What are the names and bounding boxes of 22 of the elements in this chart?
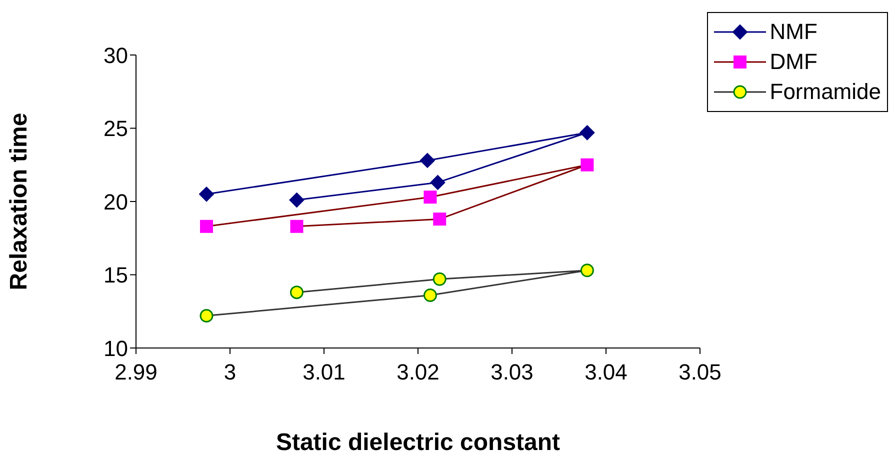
legend-label: NMF	[770, 19, 818, 45]
legend-label: DMF	[770, 49, 818, 75]
x-tick-label: 3.02	[396, 360, 440, 385]
x-tick-label: 2.99	[114, 360, 158, 385]
x-tick-label: 3.04	[584, 360, 628, 385]
y-tick-label: 10	[104, 336, 128, 361]
y-tick-label: 15	[104, 262, 128, 288]
x-tick-label: 3.03	[490, 360, 534, 385]
point	[430, 174, 446, 190]
point	[199, 186, 214, 202]
x-tick-label: 3	[224, 360, 236, 385]
x-tick-label: 3.05	[678, 360, 722, 385]
x-axis-title: Static dielectric constant	[276, 429, 560, 456]
y-tick-label: 20	[104, 189, 128, 214]
y-tick-label: 25	[104, 116, 128, 142]
x-tick-label: 3.01	[302, 360, 346, 385]
point	[580, 125, 595, 140]
point	[420, 152, 435, 168]
y-tick-label: 30	[104, 42, 128, 68]
y-axis-title: Relaxation time	[6, 112, 33, 290]
point	[289, 192, 304, 208]
legend-label: Formamide	[770, 79, 881, 105]
